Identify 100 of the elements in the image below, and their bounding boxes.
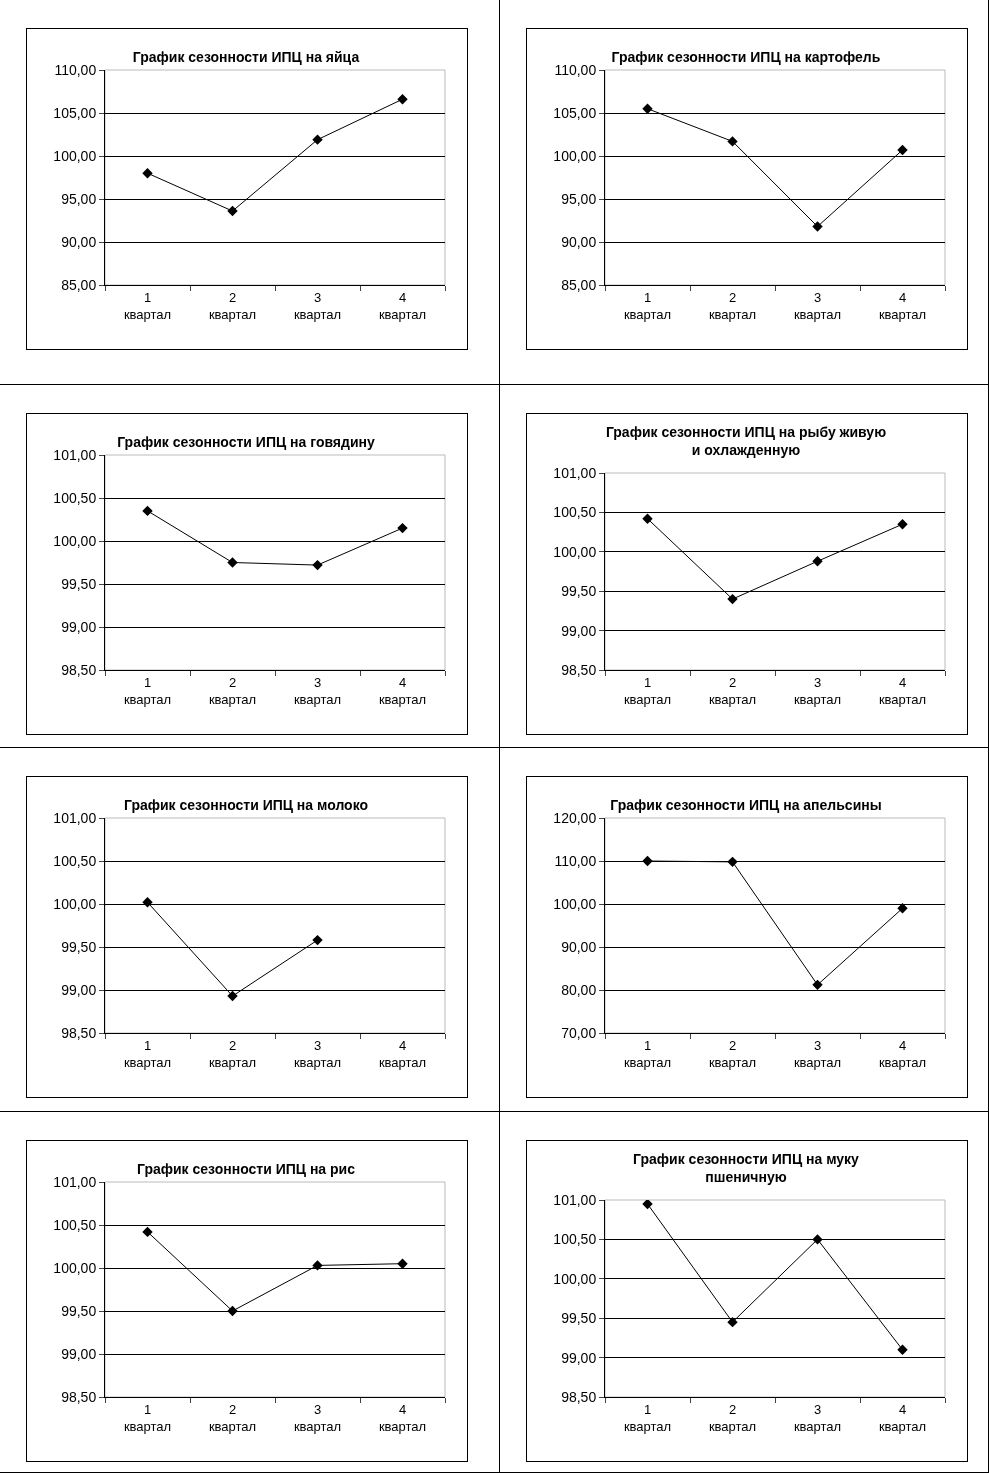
point [812, 556, 823, 567]
x-tick-label: 4 квартал [378, 289, 427, 322]
x-tick-label: 3 квартал [293, 1401, 342, 1434]
point [312, 1260, 323, 1271]
point [142, 168, 153, 179]
point [227, 1305, 238, 1317]
chart-title: График сезонности ИПЦ на муку пшеничную [633, 1150, 860, 1185]
chart-title: График сезонности ИПЦ на рис [137, 1160, 356, 1177]
y-tick-label: 98,50 [61, 661, 97, 678]
point [897, 1344, 908, 1355]
x-tick-label: 2 квартал [708, 674, 757, 707]
x-tick-label: 3 квартал [793, 289, 842, 322]
y-tick-label: 100,50 [53, 489, 97, 506]
x-tick-label: 1 квартал [623, 1037, 672, 1070]
y-tick-label: 105,00 [553, 104, 597, 121]
x-tick-label: 4 квартал [878, 1401, 927, 1434]
y-tick-label: 100,00 [553, 147, 597, 164]
point [227, 557, 238, 568]
y-tick-label: 99,00 [561, 1349, 597, 1366]
y-tick-label: 100,00 [553, 1270, 597, 1287]
y-tick-label: 98,50 [61, 1024, 97, 1041]
y-tick-label: 95,00 [61, 190, 97, 207]
point [727, 856, 738, 868]
y-tick-label: 99,50 [61, 938, 97, 955]
x-tick-label: 3 квартал [793, 674, 842, 707]
chart-title: График сезонности ИПЦ на картофель [611, 48, 881, 65]
x-tick-label: 3 квартал [293, 674, 342, 707]
point [812, 1234, 823, 1245]
y-tick-label: 90,00 [61, 233, 97, 250]
y-tick-label: 101,00 [553, 1191, 597, 1208]
x-tick-label: 4 квартал [378, 1401, 427, 1434]
x-tick-label: 3 квартал [793, 1401, 842, 1434]
y-tick-label: 100,00 [53, 147, 97, 164]
x-tick-label: 1 квартал [123, 1401, 172, 1434]
point [312, 559, 323, 571]
y-tick-label: 95,00 [561, 190, 597, 207]
chart-title: График сезонности ИПЦ на рыбу живую и охлажденную [605, 423, 887, 458]
x-tick-label: 2 квартал [708, 289, 757, 322]
y-tick-label: 100,00 [53, 532, 97, 549]
x-tick-label: 2 квартал [708, 1037, 757, 1070]
point [897, 519, 908, 530]
x-tick-label: 2 квартал [208, 674, 257, 707]
point [312, 934, 323, 946]
y-tick-label: 99,50 [561, 583, 597, 600]
point [812, 979, 823, 991]
x-tick-label: 1 квартал [623, 674, 672, 707]
y-tick-label: 98,50 [61, 1388, 97, 1405]
chart-title: График сезонности ИПЦ на яйца [132, 48, 360, 65]
y-tick-label: 98,50 [561, 1388, 597, 1405]
y-tick-label: 85,00 [61, 276, 97, 293]
y-tick-label: 100,00 [53, 1259, 97, 1276]
x-tick-label: 4 квартал [378, 1037, 427, 1070]
point [642, 855, 653, 867]
point [397, 1258, 408, 1269]
y-tick-label: 99,00 [561, 622, 597, 639]
x-tick-label: 2 квартал [208, 1037, 257, 1070]
y-tick-label: 101,00 [553, 464, 597, 481]
y-tick-label: 98,50 [561, 661, 597, 678]
x-tick-label: 2 квартал [208, 1401, 257, 1434]
x-tick-label: 3 квартал [793, 1037, 842, 1070]
x-tick-label: 2 квартал [208, 289, 257, 322]
y-tick-label: 100,50 [53, 1216, 97, 1233]
x-tick-label: 1 квартал [123, 1037, 172, 1070]
x-tick-label: 4 квартал [878, 1037, 927, 1070]
point [642, 513, 653, 524]
y-tick-label: 110,00 [54, 61, 97, 78]
y-tick-label: 105,00 [53, 104, 97, 121]
point [397, 522, 408, 534]
y-tick-label: 99,00 [61, 1345, 97, 1362]
point [642, 103, 653, 114]
y-tick-label: 120,00 [553, 809, 597, 826]
y-tick-label: 85,00 [561, 276, 597, 293]
x-tick-label: 4 квартал [878, 289, 927, 322]
y-tick-label: 101,00 [53, 1173, 97, 1190]
x-tick-label: 1 квартал [623, 289, 672, 322]
y-tick-label: 110,00 [554, 61, 597, 78]
point [897, 144, 908, 156]
point [727, 136, 738, 147]
x-tick-label: 1 квартал [123, 289, 172, 322]
point [812, 221, 823, 232]
x-tick-label: 1 квартал [623, 1401, 672, 1434]
x-tick-label: 4 квартал [878, 674, 927, 707]
y-tick-label: 99,50 [61, 1302, 97, 1319]
x-tick-label: 4 квартал [378, 674, 427, 707]
point [397, 94, 408, 105]
point [142, 897, 153, 908]
x-tick-label: 1 квартал [123, 674, 172, 707]
y-tick-label: 101,00 [53, 446, 97, 463]
y-tick-label: 99,50 [561, 1310, 597, 1327]
y-tick-label: 99,50 [61, 575, 97, 592]
y-tick-label: 90,00 [561, 938, 597, 955]
y-tick-label: 100,00 [553, 543, 597, 560]
y-tick-label: 100,50 [553, 504, 597, 521]
point [142, 505, 153, 517]
x-tick-label: 3 квартал [293, 289, 342, 322]
point [642, 1200, 653, 1210]
x-tick-label: 3 квартал [293, 1037, 342, 1070]
y-tick-label: 99,00 [61, 618, 97, 635]
point [312, 134, 323, 145]
y-tick-label: 100,50 [553, 1231, 597, 1248]
